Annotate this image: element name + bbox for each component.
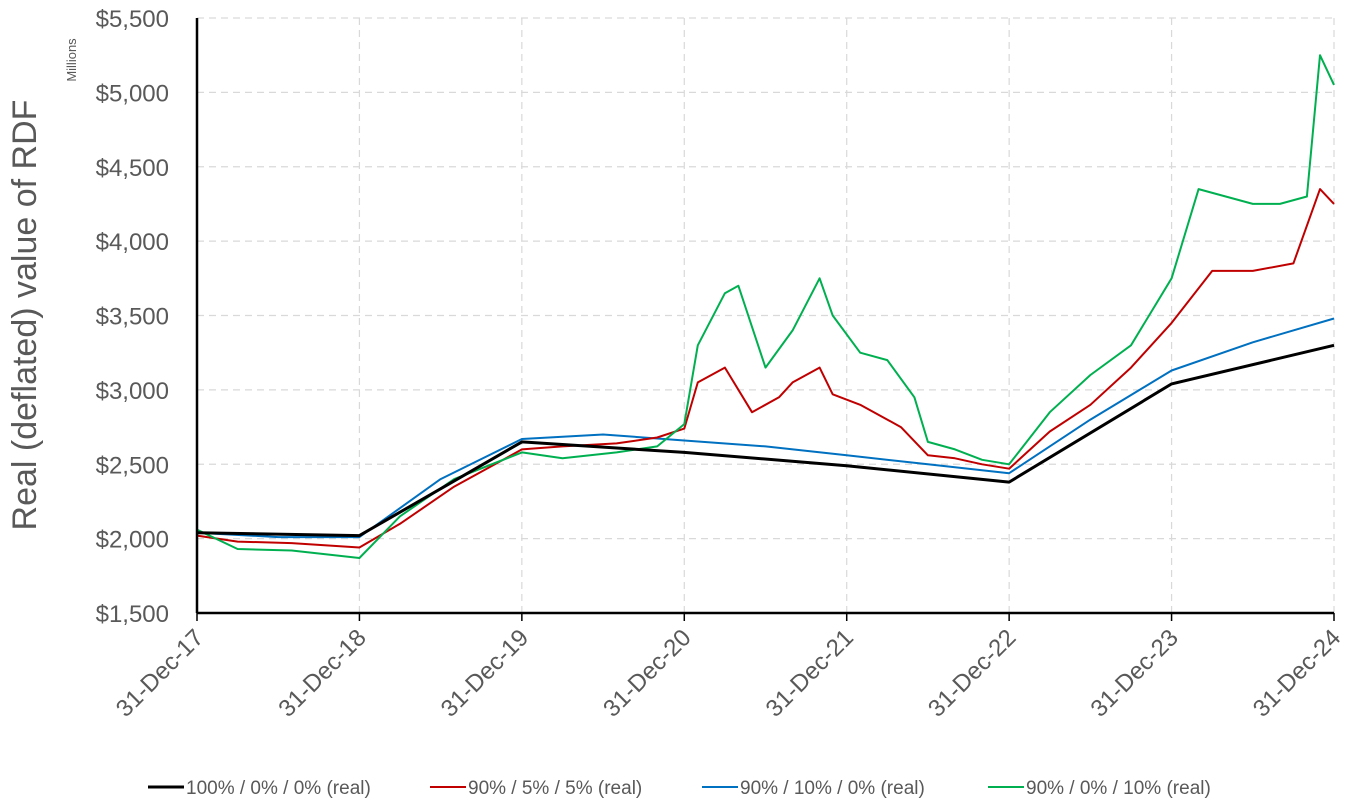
series-line-3 [196, 317, 1335, 539]
legend-label: 90% / 10% / 0% (real) [740, 778, 925, 799]
x-tick-label: 31-Dec-17 [111, 624, 209, 722]
x-tick-labels: 31-Dec-17 31-Dec-18 31-Dec-19 31-Dec-20 31-D… [111, 613, 1346, 722]
x-tick-label: 31-Dec-19 [436, 624, 534, 722]
series-lines [196, 54, 1335, 559]
x-tick-label: 31-Dec-18 [273, 624, 371, 722]
series-line-4 [196, 54, 1335, 559]
legend: 100% / 0% / 0% (real) 90% / 5% / 5% (real… [148, 778, 1211, 799]
series-line-1 [196, 343, 1335, 538]
x-tick-label: 31-Dec-22 [923, 624, 1021, 722]
legend-label: 100% / 0% / 0% (real) [186, 778, 371, 799]
y-tick-label: $2,000 [96, 527, 169, 554]
x-tick-label: 31-Dec-21 [761, 624, 859, 722]
y-tick-labels: $1,500 $2,000 $2,500 $3,000 $3,500 $4,000 $4,5… [96, 6, 169, 628]
x-tick-label: 31-Dec-20 [598, 624, 696, 722]
y-axis-label: Real (deflated) value of RDF [6, 100, 44, 531]
legend-label: 90% / 0% / 10% (real) [1026, 778, 1211, 799]
grid-lines [197, 17, 1335, 613]
y-tick-label: $4,500 [96, 155, 169, 182]
x-tick-label: 31-Dec-23 [1085, 624, 1183, 722]
y-tick-label: $5,000 [96, 80, 169, 107]
y-tick-label: $2,500 [96, 452, 169, 479]
y-tick-label: $4,000 [96, 229, 169, 256]
y-units-label: Millions [64, 38, 79, 82]
legend-label: 90% / 5% / 5% (real) [468, 778, 642, 799]
y-tick-label: $3,000 [96, 378, 169, 405]
y-tick-label: $1,500 [96, 601, 169, 628]
axes [195, 18, 1334, 615]
series-line-2 [196, 188, 1335, 549]
y-tick-label: $3,500 [96, 304, 169, 331]
y-tick-label: $5,500 [96, 6, 169, 33]
x-tick-label: 31-Dec-24 [1248, 624, 1346, 722]
